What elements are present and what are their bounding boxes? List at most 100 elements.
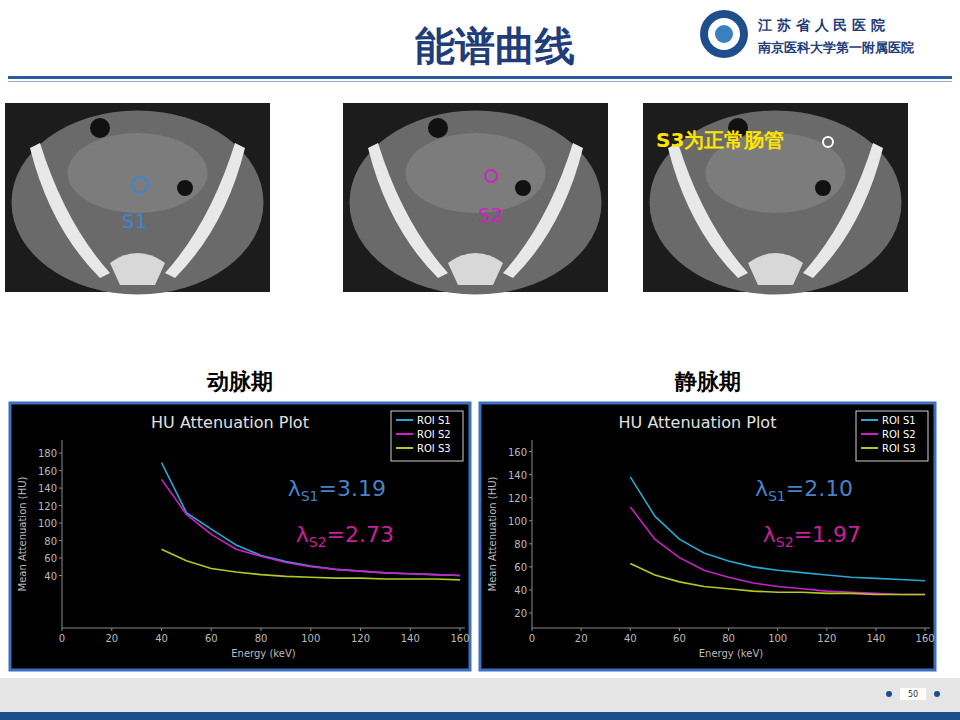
y-tick bbox=[529, 543, 532, 544]
footer-band bbox=[0, 678, 960, 712]
chart: 动脉期HU Attenuation Plot406080100120140160… bbox=[10, 369, 470, 670]
x-tick bbox=[62, 628, 63, 631]
series-line bbox=[630, 507, 925, 595]
y-tick bbox=[529, 520, 532, 521]
chart-subtitle: HU Attenuation Plot bbox=[619, 413, 777, 432]
roi-label: S3为正常肠管 bbox=[656, 128, 784, 152]
ct-bowel bbox=[406, 133, 546, 213]
y-tick-label: 40 bbox=[44, 571, 57, 582]
ct-bone bbox=[368, 143, 448, 278]
y-tick-label: 100 bbox=[508, 516, 527, 527]
y-tick-label: 120 bbox=[38, 501, 57, 512]
x-tick-label: 100 bbox=[768, 633, 787, 644]
y-tick-label: 40 bbox=[514, 585, 527, 596]
x-tick-label: 160 bbox=[450, 633, 469, 644]
x-tick bbox=[875, 628, 876, 631]
y-tick-label: 60 bbox=[514, 562, 527, 573]
ct-bone bbox=[503, 143, 583, 278]
x-tick-label: 40 bbox=[155, 633, 168, 644]
annotation: λS2=1.97 bbox=[763, 522, 861, 550]
footer-dot bbox=[886, 691, 892, 697]
legend: ROI S1ROI S2ROI S3 bbox=[391, 411, 463, 461]
ct-body bbox=[350, 111, 602, 295]
annotation-subscript: S2 bbox=[309, 534, 327, 550]
x-tick bbox=[111, 628, 112, 631]
plot-area bbox=[162, 463, 461, 580]
x-axis bbox=[62, 628, 465, 629]
annotation-value: =3.19 bbox=[319, 476, 386, 501]
y-tick bbox=[529, 497, 532, 498]
y-tick-label: 120 bbox=[508, 493, 527, 504]
ct-body bbox=[650, 111, 902, 295]
panel-title: 动脉期 bbox=[206, 369, 273, 394]
annotation: λS1=2.10 bbox=[755, 476, 853, 504]
x-tick bbox=[777, 628, 778, 631]
legend-box bbox=[856, 411, 928, 461]
annotation: λS2=2.73 bbox=[296, 522, 394, 550]
y-tick-label: 160 bbox=[38, 466, 57, 477]
annotation: λS1=3.19 bbox=[288, 476, 386, 504]
y-tick bbox=[59, 540, 62, 541]
x-tick-label: 40 bbox=[624, 633, 637, 644]
y-axis-title: Mean Attenuation (HU) bbox=[487, 476, 498, 591]
x-tick bbox=[211, 628, 212, 631]
series-line bbox=[630, 477, 925, 581]
ct-gas bbox=[428, 118, 448, 138]
x-tick bbox=[826, 628, 827, 631]
roi-label: S1 bbox=[122, 209, 147, 233]
y-tick-label: 80 bbox=[44, 536, 57, 547]
legend-label: ROI S2 bbox=[417, 429, 451, 440]
y-tick-label: 180 bbox=[38, 448, 57, 459]
y-tick-label: 140 bbox=[38, 483, 57, 494]
ct-bowel bbox=[68, 133, 208, 213]
ct-gas bbox=[515, 180, 531, 196]
y-tick-label: 20 bbox=[514, 608, 527, 619]
x-tick-label: 60 bbox=[673, 633, 686, 644]
x-tick-label: 20 bbox=[575, 633, 588, 644]
series-line bbox=[162, 479, 461, 575]
x-tick-label: 140 bbox=[401, 633, 420, 644]
y-tick-label: 60 bbox=[44, 553, 57, 564]
chart-frame bbox=[480, 403, 935, 670]
panel-title: 静脉期 bbox=[674, 369, 741, 394]
page-box bbox=[900, 688, 926, 700]
x-tick bbox=[630, 628, 631, 631]
legend-swatch bbox=[396, 447, 413, 449]
ct-bone bbox=[30, 143, 110, 278]
logo-inner bbox=[708, 18, 740, 50]
legend-swatch bbox=[861, 433, 878, 435]
x-tick-label: 0 bbox=[529, 633, 535, 644]
x-axis-title: Energy (keV) bbox=[699, 648, 764, 659]
x-tick-label: 120 bbox=[351, 633, 370, 644]
ct-gas bbox=[90, 118, 110, 138]
page: 能谱曲线江 苏 省 人 民 医 院南京医科大学第一附属医院S1S2S3为正常肠管… bbox=[0, 0, 960, 720]
y-tick bbox=[59, 505, 62, 506]
annotation-symbol: λ bbox=[755, 476, 768, 501]
y-tick-label: 160 bbox=[508, 447, 527, 458]
y-tick bbox=[529, 451, 532, 452]
legend-swatch bbox=[396, 419, 413, 421]
x-tick-label: 120 bbox=[817, 633, 836, 644]
ct-sacrum bbox=[110, 253, 165, 285]
legend-label: ROI S2 bbox=[882, 429, 916, 440]
annotation-symbol: λ bbox=[763, 522, 776, 547]
x-tick-label: 80 bbox=[722, 633, 735, 644]
legend-swatch bbox=[861, 419, 878, 421]
x-tick bbox=[925, 628, 926, 631]
ct-gas bbox=[815, 180, 831, 196]
annotation-subscript: S2 bbox=[776, 534, 794, 550]
ct-sacrum bbox=[748, 253, 803, 285]
ct-image bbox=[643, 103, 908, 295]
logo bbox=[700, 10, 748, 58]
x-tick-label: 160 bbox=[916, 633, 935, 644]
x-tick bbox=[679, 628, 680, 631]
y-tick-label: 140 bbox=[508, 470, 527, 481]
roi-marker bbox=[485, 170, 497, 182]
ct-bone bbox=[668, 143, 748, 278]
series-line bbox=[162, 463, 461, 576]
page-title: 能谱曲线 bbox=[415, 23, 575, 69]
y-tick-label: 100 bbox=[38, 518, 57, 529]
logo-text: 南京医科大学第一附属医院 bbox=[757, 40, 914, 55]
annotation-symbol: λ bbox=[296, 522, 309, 547]
ct-sacrum bbox=[448, 253, 503, 285]
